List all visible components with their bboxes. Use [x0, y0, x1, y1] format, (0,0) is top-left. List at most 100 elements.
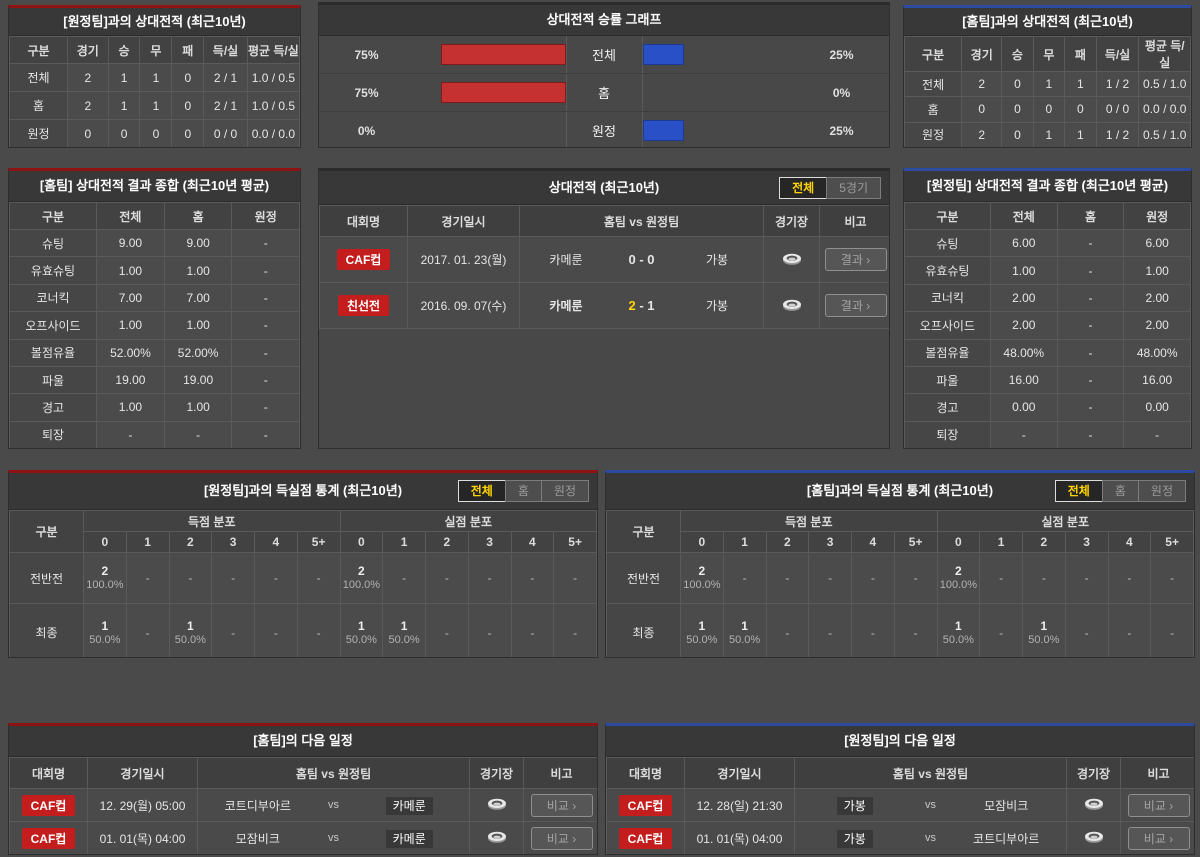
table-row: 전체 2 0 1 1 1 / 2 0.5 / 1.0: [904, 70, 1191, 98]
compare-button[interactable]: 비교 ›: [1127, 793, 1190, 817]
row-label: 경고: [904, 393, 991, 422]
action-cell: 비교 ›: [1120, 788, 1194, 822]
competition-badge: CAF컵: [336, 249, 391, 270]
column-header: 패: [1064, 36, 1097, 72]
stat-value: -: [231, 283, 300, 313]
stadium-icon: [486, 796, 508, 811]
tab-1[interactable]: 5경기: [826, 176, 881, 199]
home-winrate-bar: [441, 44, 566, 65]
tab-1[interactable]: 홈: [504, 480, 542, 502]
column-header: 홈: [1056, 202, 1125, 230]
stat-value: 1: [139, 91, 173, 120]
vs-label: vs: [327, 832, 339, 844]
stat-value: 1.00: [96, 393, 165, 422]
winrate-row: 75% 홈 0%: [319, 73, 889, 111]
column-header: 비고: [819, 205, 889, 237]
stat-value: -: [1056, 311, 1125, 340]
goals-cell: -: [1150, 603, 1194, 657]
match-cell: 카메룬 2 - 1 가봉: [519, 282, 764, 329]
score-col-header: 5+: [296, 531, 341, 553]
empty-value: -: [742, 571, 747, 585]
stat-value: 0: [67, 119, 109, 147]
stat-value: -: [1056, 228, 1125, 258]
row-label: 볼점유율: [904, 338, 991, 367]
stat-value: 19.00: [96, 365, 165, 395]
score-col-header: 4: [510, 531, 555, 553]
tab-2[interactable]: 원정: [1137, 480, 1186, 502]
goals-cell: -: [1064, 603, 1109, 657]
away-team-name: 가봉: [705, 253, 729, 267]
competition-badge: CAF컵: [618, 794, 673, 816]
count: 1: [400, 618, 408, 633]
score-col-header: 5+: [553, 531, 597, 553]
score-col-header: 2: [1022, 531, 1066, 553]
stat-value: -: [1123, 420, 1191, 448]
compare-button[interactable]: 비교 ›: [530, 793, 593, 817]
away-score: 0: [647, 252, 655, 267]
goals-cell: -: [893, 603, 938, 657]
tab-0[interactable]: 전체: [779, 176, 828, 199]
goals-cell: -: [254, 603, 298, 657]
score-col-header: 1: [722, 531, 767, 553]
score-col-header: 4: [851, 531, 895, 553]
tab-0[interactable]: 전체: [1054, 480, 1103, 502]
match-date: 12. 28(일) 21:30: [684, 788, 795, 822]
stat-value: 0.0 / 0.0: [246, 119, 300, 147]
empty-value: -: [999, 571, 1004, 585]
category-label: 전체: [565, 36, 643, 73]
table-row: 오프사이드 1.00 1.00-: [9, 311, 300, 340]
column-header: 전체: [96, 202, 165, 230]
stat-value: 1.00: [163, 393, 233, 422]
competition-cell: CAF컵: [319, 236, 408, 283]
table-row: 유효슈팅 1.00-1.00: [904, 256, 1191, 285]
column-header: 경기일시: [87, 757, 198, 789]
empty-value: -: [828, 625, 833, 640]
percent: 50.0%: [686, 633, 718, 646]
stat-value: 0: [1001, 121, 1034, 147]
empty-value: -: [231, 625, 236, 640]
panel-title: [원정팀]의 다음 일정: [606, 726, 1194, 757]
result-button[interactable]: 결과 ›: [824, 248, 887, 271]
stat-value: 0: [171, 63, 205, 92]
stat-value: 0: [171, 91, 205, 120]
column-header: 경기: [67, 36, 109, 64]
goals-cell: 1 50.0%: [168, 603, 213, 657]
goals-cell: 1 50.0%: [936, 603, 981, 657]
column-header: 구분: [904, 36, 963, 72]
tab-2[interactable]: 원정: [540, 480, 589, 502]
table-row: 파울 16.00-16.00: [904, 365, 1191, 395]
compare-button[interactable]: 비교 ›: [1127, 826, 1190, 850]
h2h-matches-table: 대회명 경기일시 홈팀 vs 원정팀 경기장 비고 CAF컵 2017. 01. 23(월…: [319, 205, 889, 329]
empty-value: -: [487, 625, 492, 640]
tab-0[interactable]: 전체: [457, 480, 506, 502]
match-line: 카메룬 0 - 0 가봉: [521, 251, 763, 268]
percent: 50.0%: [942, 633, 974, 646]
goals-vs-home-table: 구분 득점 분포 실점 분포 0 1 2 3 4 5+ 0 1 2 3 4 5+ 전반전 2 100.0% - - -…: [606, 510, 1194, 657]
stat-value: 2: [67, 63, 109, 92]
compare-button[interactable]: 비교 ›: [530, 826, 593, 850]
group-header: 득점 분포: [680, 510, 938, 532]
goals-cell: -: [553, 552, 597, 604]
panel-title: 상대전적 승률 그래프: [319, 5, 889, 36]
goals-cell: -: [467, 603, 512, 657]
column-header: 승: [107, 36, 141, 64]
panel-schedule-away: [원정팀]의 다음 일정 대회명 경기일시 홈팀 vs 원정팀 경기장 비고 CAF컵 1…: [605, 723, 1195, 855]
competition-cell: CAF컵: [9, 821, 88, 854]
stadium-cell: [1066, 821, 1121, 854]
row-label: 최종: [606, 603, 681, 657]
stat-value: -: [231, 256, 300, 285]
count: 2: [101, 564, 109, 578]
tab-1[interactable]: 홈: [1101, 480, 1139, 502]
match-line: 모잠비크 vs 카메룬: [199, 829, 469, 848]
stat-value: 2: [67, 91, 109, 120]
stat-value: -: [231, 420, 300, 448]
stat-value: 1.0 / 0.5: [246, 63, 300, 92]
table-row: 원정 2 0 1 1 1 / 2 0.5 / 1.0: [904, 121, 1191, 147]
row-label: 전체: [9, 63, 68, 92]
goals-cell: -: [1150, 552, 1194, 604]
result-button[interactable]: 결과 ›: [824, 294, 887, 317]
stat-value: 2.00: [1123, 283, 1191, 313]
stat-value: 19.00: [163, 365, 233, 395]
